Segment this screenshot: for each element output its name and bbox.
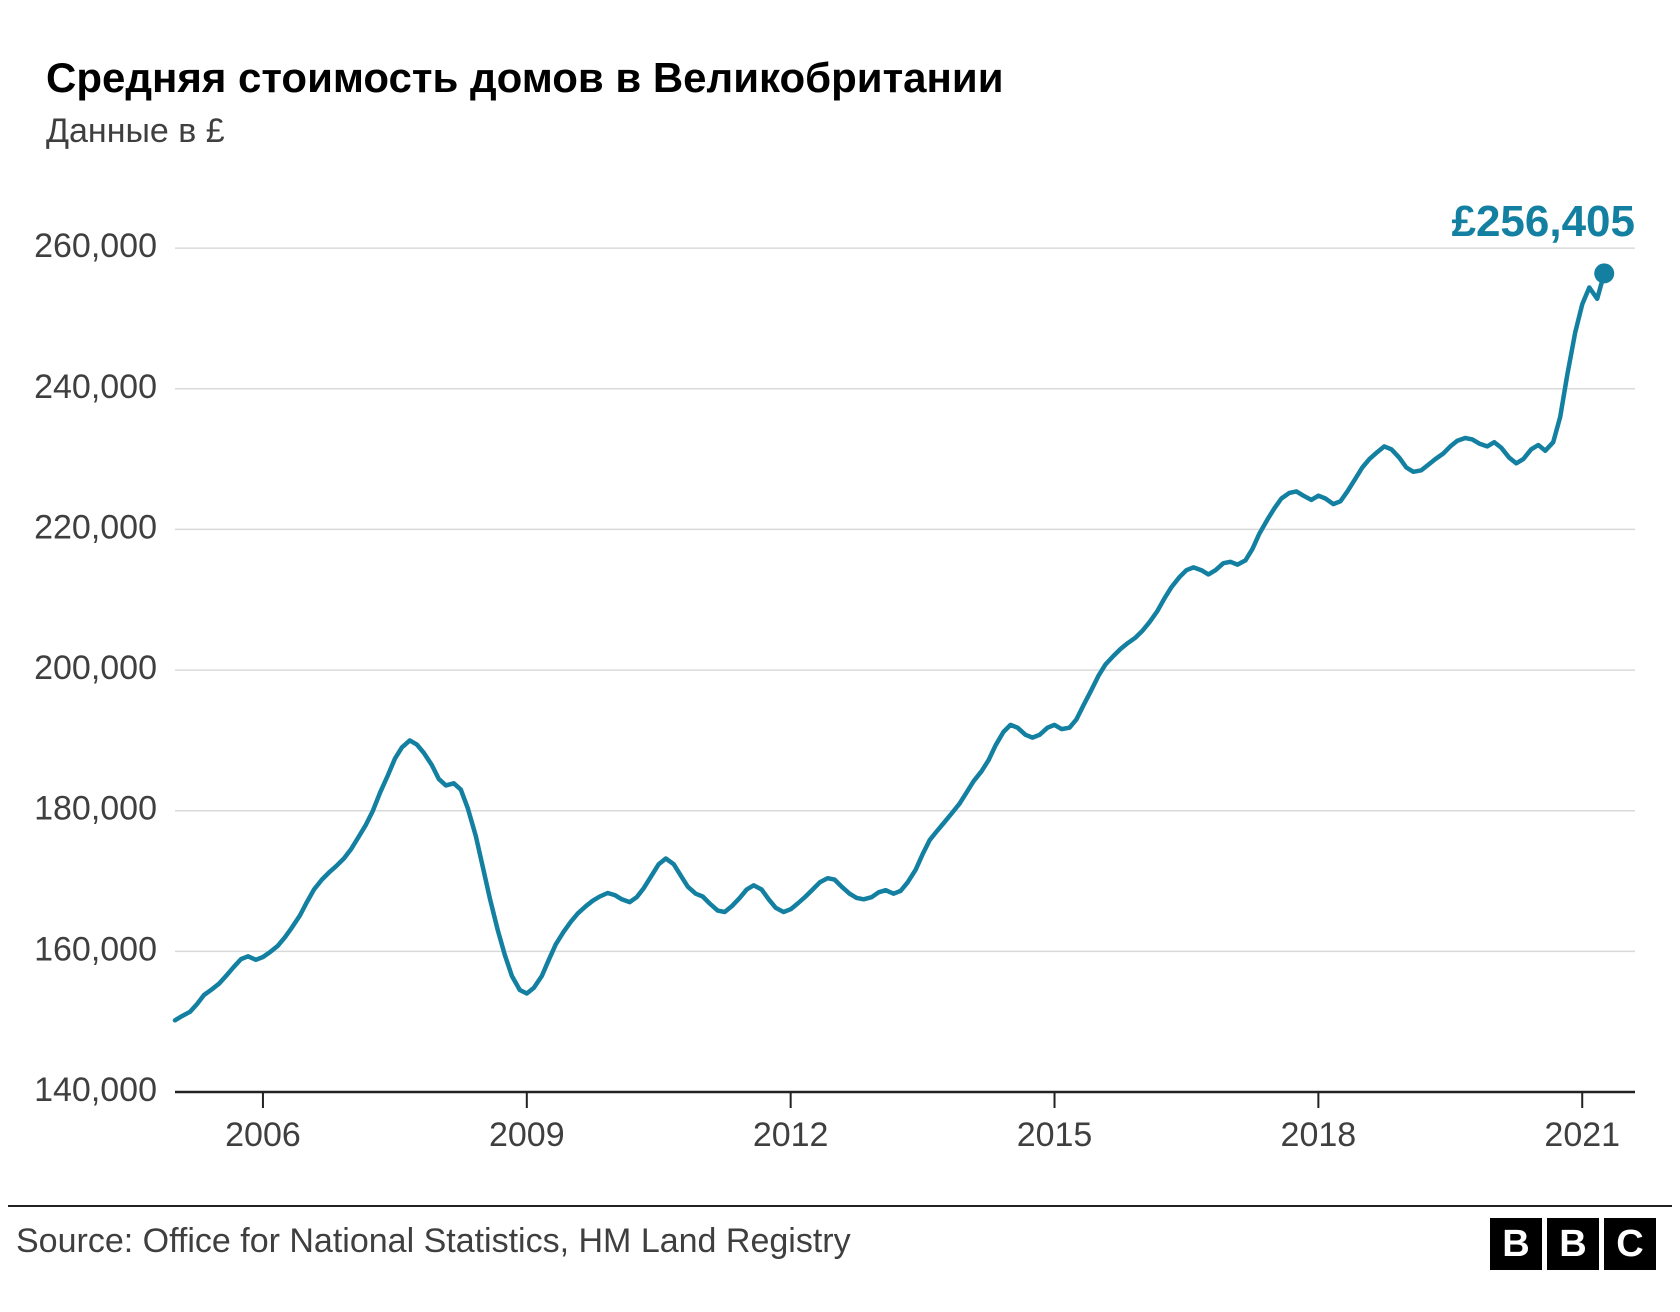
chart-plot-area: 140,000 160,000 180,000 200,000 220,000 240,0… (0, 0, 1680, 1312)
bbc-logo-letter: B (1490, 1218, 1542, 1270)
bbc-logo-letter: C (1604, 1218, 1656, 1270)
x-axis-label: 2018 (1281, 1116, 1357, 1154)
x-axis-label: 2015 (1017, 1116, 1093, 1154)
y-axis-label: 160,000 (34, 930, 157, 968)
end-value-annotation: £256,405 (1451, 197, 1635, 246)
x-axis-label: 2009 (489, 1116, 565, 1154)
y-axis-label: 140,000 (34, 1071, 157, 1109)
y-axis-label: 260,000 (34, 227, 157, 265)
bbc-logo-letter: B (1547, 1218, 1599, 1270)
y-axis-label: 220,000 (34, 508, 157, 546)
chart-source: Source: Office for National Statistics, … (16, 1222, 851, 1261)
x-axis-label: 2012 (753, 1116, 829, 1154)
y-axis-label: 240,000 (34, 368, 157, 406)
y-axis-label: 200,000 (34, 649, 157, 687)
x-axis-label: 2021 (1544, 1116, 1620, 1154)
x-axis-label: 2006 (225, 1116, 301, 1154)
y-axis-label: 180,000 (34, 790, 157, 828)
price-line-series (175, 273, 1604, 1020)
end-marker (1594, 263, 1614, 283)
bbc-logo: BBC (1490, 1218, 1656, 1270)
